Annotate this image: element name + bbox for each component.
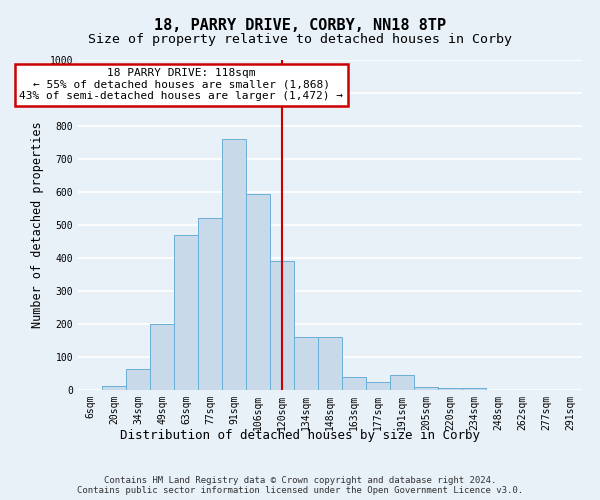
Text: 18, PARRY DRIVE, CORBY, NN18 8TP: 18, PARRY DRIVE, CORBY, NN18 8TP xyxy=(154,18,446,32)
Text: Contains HM Land Registry data © Crown copyright and database right 2024.
Contai: Contains HM Land Registry data © Crown c… xyxy=(77,476,523,495)
Bar xyxy=(102,386,126,390)
Bar xyxy=(174,235,198,390)
Bar xyxy=(222,139,246,390)
Bar xyxy=(414,386,438,390)
Text: Size of property relative to detached houses in Corby: Size of property relative to detached ho… xyxy=(88,32,512,46)
Bar xyxy=(246,194,270,390)
Bar xyxy=(438,388,462,390)
Bar xyxy=(198,218,222,390)
Bar xyxy=(270,262,294,390)
Text: Distribution of detached houses by size in Corby: Distribution of detached houses by size … xyxy=(120,430,480,442)
Text: 18 PARRY DRIVE: 118sqm
← 55% of detached houses are smaller (1,868)
43% of semi-: 18 PARRY DRIVE: 118sqm ← 55% of detached… xyxy=(19,68,343,102)
Bar xyxy=(318,337,342,390)
Bar xyxy=(462,388,486,390)
Bar xyxy=(366,382,390,390)
Y-axis label: Number of detached properties: Number of detached properties xyxy=(31,122,44,328)
Bar xyxy=(294,337,318,390)
Bar xyxy=(150,324,174,390)
Bar xyxy=(390,375,414,390)
Bar xyxy=(342,377,366,390)
Bar xyxy=(126,368,150,390)
